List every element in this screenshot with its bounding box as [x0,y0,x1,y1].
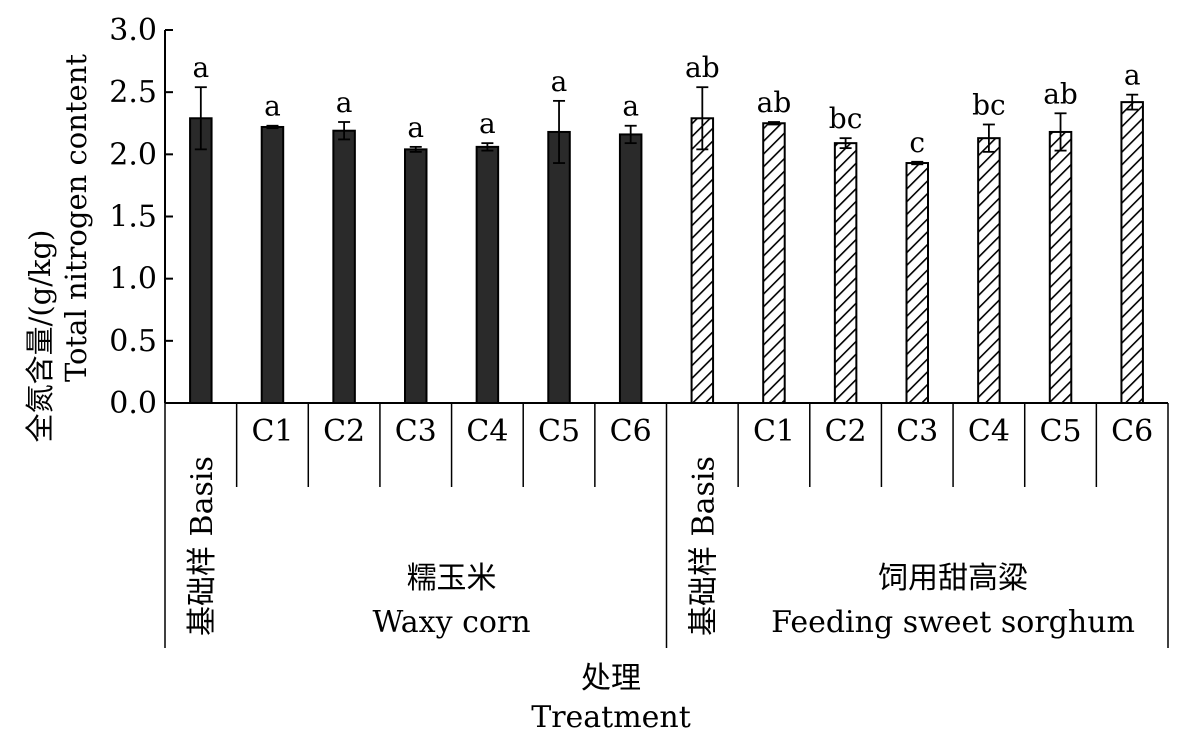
category-label: C3 [395,414,437,449]
y-tick-label: 1.0 [109,262,157,297]
axes [164,30,1168,404]
bar [1048,130,1073,404]
category-label: C4 [466,414,508,449]
bar [690,117,715,404]
bar [332,129,356,405]
significance-label: a [407,111,424,144]
y-tick-label: 2.5 [109,75,157,110]
x-axis-label-en: Treatment [531,700,691,735]
bar [475,145,500,405]
bar [618,133,643,404]
category-label: C1 [251,414,293,449]
bar [260,125,285,404]
group-label-cn: 饲用甜高粱 [878,561,1028,596]
category-labels: 基础样 Basis C1 C2 C3 C4 C5 C6 基础样 Basis C1 C2 C3 C4 C5… [185,403,1153,636]
y-axis-label-cn: 全氮含量/(g/kg) [23,230,57,443]
category-label: C3 [896,414,938,449]
significance-label: ab [685,51,720,84]
significance-label: ab [757,86,792,119]
significance-label: a [551,65,568,98]
bar [833,142,858,404]
bar [547,130,571,404]
group-label-cn: 糯玉米 [407,561,497,596]
x-axis-label: 处理 Treatment [531,661,691,735]
y-axis-label: 全氮含量/(g/kg) Total nitrogen content [23,54,93,443]
bar [905,162,929,404]
category-label: C6 [1111,414,1153,449]
category-label: C6 [610,414,652,449]
significance-label: ab [1043,77,1078,110]
significance-label: c [909,126,925,159]
y-tick-label: 0.0 [109,386,157,421]
bar [762,122,786,404]
category-label: C4 [968,414,1010,449]
bar [977,137,1001,404]
group-label-en: Feeding sweet sorghum [771,605,1135,640]
y-tick-label: 2.0 [109,137,157,172]
significance-label: a [192,51,209,84]
y-tick-label: 3.0 [109,13,157,48]
significance-label: a [479,107,496,140]
group-labels: 糯玉米 Waxy corn 饲用甜高粱 Feeding sweet sorghum [164,403,1169,648]
significance-label: a [336,86,353,119]
y-tick-label: 0.5 [109,324,157,359]
group-label-en: Waxy corn [373,605,531,640]
significance-label: a [622,90,639,123]
bars: a a a a a a a ab ab bc c bc ab a [189,51,1144,405]
category-label: C2 [825,414,867,449]
bar [189,117,213,404]
significance-label: a [264,90,281,123]
category-label: C5 [538,414,580,449]
y-axis-label-en: Total nitrogen content [59,54,93,382]
y-tick-label: 1.5 [109,200,157,235]
bar [1120,101,1144,404]
bar [404,148,428,404]
category-label: 基础样 Basis [185,456,220,636]
category-label: C2 [323,414,365,449]
category-label: C1 [753,414,795,449]
y-ticks: 0.0 0.5 1.0 1.5 2.0 2.5 3.0 [109,13,173,421]
category-label: 基础样 Basis [686,456,721,636]
significance-label: a [1124,59,1141,92]
significance-label: bc [829,102,863,135]
significance-label: bc [972,88,1006,121]
x-axis-label-cn: 处理 [581,661,641,696]
category-label: C5 [1040,414,1082,449]
